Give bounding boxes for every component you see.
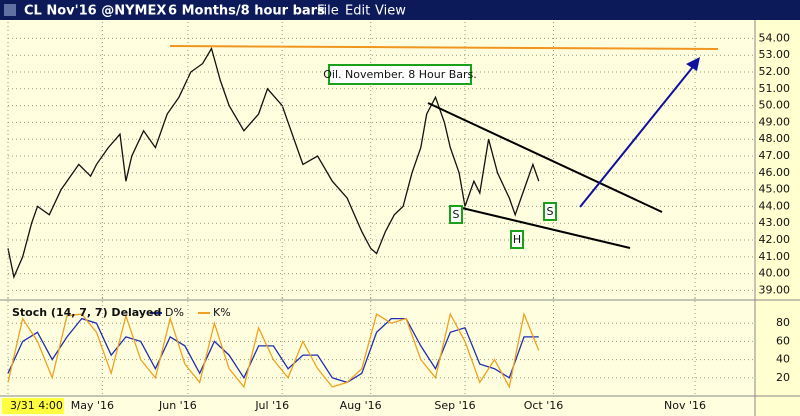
arrow: [579, 62, 697, 208]
line: [7, 311, 540, 389]
y-tick-label: 42.00: [759, 233, 791, 246]
y-tick-label: 80: [776, 316, 790, 329]
y-tick-label: 40: [776, 353, 790, 366]
x-tick-label: 3/31 4:00: [10, 399, 63, 412]
x-tick-label: Aug '16: [340, 399, 382, 412]
y-tick-label: 44.00: [759, 199, 791, 212]
y-tick-label: 49.00: [759, 115, 791, 128]
y-tick-label: 54.00: [759, 31, 791, 44]
y-tick-label: 45.00: [759, 183, 791, 196]
y-tick-label: 46.00: [759, 166, 791, 179]
annotation: Oil. November. 8 Hour Bars.: [323, 68, 477, 81]
menu-view[interactable]: View: [375, 4, 406, 19]
label-box: [543, 202, 557, 221]
label-box: [449, 205, 463, 224]
period[interactable]: 6 Months/8 hour bars: [168, 4, 325, 19]
axis-strip: [755, 20, 800, 416]
y-tick-label: 40.00: [759, 267, 791, 280]
symbol[interactable]: CL Nov'16 @NYMEX: [24, 4, 166, 19]
y-tick-label: 53.00: [759, 48, 791, 61]
stoch-title: Stoch (14, 7, 7) Delayed: [12, 306, 161, 319]
pattern-label: S: [453, 208, 460, 221]
neckline: [461, 207, 631, 249]
y-tick-label: 52.00: [759, 65, 791, 78]
pattern-label: S: [547, 205, 554, 218]
x-tick-label: May '16: [71, 399, 114, 412]
y-tick-label: 20: [776, 371, 790, 384]
resistance-line: [169, 45, 719, 50]
y-tick-label: 47.00: [759, 149, 791, 162]
line: [7, 317, 539, 384]
y-tick-label: 43.00: [759, 216, 791, 229]
annotation-box: [328, 64, 472, 85]
label-box: [510, 230, 524, 249]
date-highlight: [2, 398, 64, 414]
y-tick-label: 39.00: [759, 283, 791, 296]
x-tick-label: Oct '16: [524, 399, 564, 412]
line: [7, 46, 540, 280]
y-tick-label: 60: [776, 334, 790, 347]
title-bar: [0, 0, 800, 20]
window-icon: [4, 4, 16, 16]
trend-line: [427, 102, 663, 213]
legend-label: K%: [213, 306, 231, 319]
y-tick-label: 50.00: [759, 99, 791, 112]
menu-file[interactable]: File: [317, 4, 339, 19]
x-tick-label: Jul '16: [254, 399, 289, 412]
legend-label: D%: [165, 306, 184, 319]
pattern-label: H: [513, 233, 521, 246]
x-tick-label: Sep '16: [434, 399, 475, 412]
y-tick-label: 41.00: [759, 250, 791, 263]
arrow-head: [686, 57, 700, 71]
menu-edit[interactable]: Edit: [345, 4, 370, 19]
y-tick-label: 51.00: [759, 82, 791, 95]
x-tick-label: Jun '16: [158, 399, 197, 412]
x-tick-label: Nov '16: [664, 399, 706, 412]
y-tick-label: 48.00: [759, 132, 791, 145]
